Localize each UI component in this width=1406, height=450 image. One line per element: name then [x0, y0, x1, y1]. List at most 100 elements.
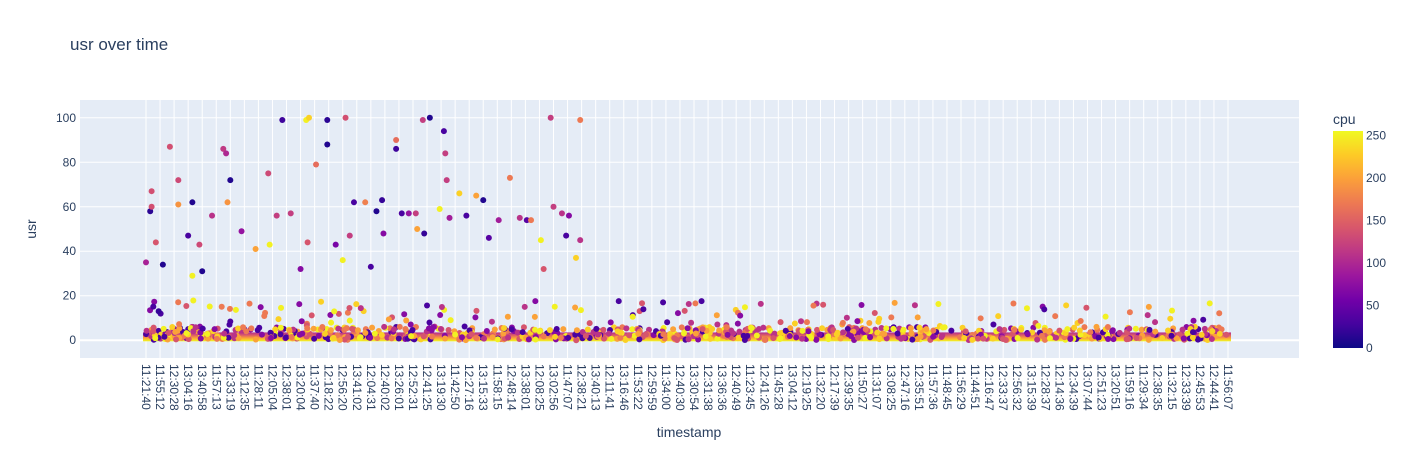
- dense-point: [173, 336, 180, 343]
- scatter-point[interactable]: [412, 210, 419, 217]
- scatter-point[interactable]: [480, 197, 487, 204]
- scatter-point[interactable]: [442, 150, 449, 157]
- scatter-point[interactable]: [443, 177, 450, 184]
- dense-point: [760, 324, 767, 331]
- dense-point: [858, 302, 865, 309]
- scatter-point[interactable]: [346, 232, 353, 239]
- x-tick-label: 11:44:51: [968, 364, 982, 410]
- scatter-point[interactable]: [537, 237, 544, 244]
- scatter-point[interactable]: [339, 257, 346, 264]
- scatter-point[interactable]: [523, 217, 530, 224]
- scatter-point[interactable]: [189, 272, 196, 279]
- scatter-point[interactable]: [155, 308, 162, 315]
- scatter-point[interactable]: [185, 232, 192, 239]
- scatter-point[interactable]: [227, 177, 234, 184]
- scatter-point[interactable]: [550, 203, 557, 210]
- scatter-point[interactable]: [266, 241, 273, 248]
- scatter-point[interactable]: [224, 199, 231, 206]
- scatter-point[interactable]: [148, 203, 155, 210]
- scatter-point[interactable]: [563, 232, 570, 239]
- scatter-point[interactable]: [313, 161, 320, 168]
- dense-point: [391, 326, 398, 333]
- scatter-point[interactable]: [189, 199, 196, 206]
- scatter-point[interactable]: [440, 128, 447, 135]
- scatter-point[interactable]: [419, 117, 426, 124]
- dense-point: [344, 309, 351, 316]
- scatter-point[interactable]: [405, 210, 412, 217]
- scatter-point[interactable]: [572, 254, 579, 261]
- scatter-point[interactable]: [373, 208, 380, 215]
- dense-point: [494, 336, 501, 343]
- scatter-point[interactable]: [380, 230, 387, 237]
- scatter-point[interactable]: [159, 261, 166, 268]
- scatter-points[interactable]: [143, 114, 584, 315]
- dense-point: [577, 307, 584, 314]
- dense-point: [961, 334, 968, 341]
- scatter-point[interactable]: [436, 205, 443, 212]
- scatter-point[interactable]: [209, 212, 216, 219]
- scatter-point[interactable]: [421, 230, 428, 237]
- scatter-point[interactable]: [199, 268, 206, 275]
- scatter-point[interactable]: [342, 114, 349, 121]
- dense-point: [143, 327, 150, 334]
- scatter-point[interactable]: [426, 114, 433, 121]
- scatter-point[interactable]: [506, 174, 513, 181]
- scatter-point[interactable]: [220, 145, 227, 152]
- scatter-point[interactable]: [152, 239, 159, 246]
- scatter-point[interactable]: [279, 117, 286, 124]
- x-tick-label: 13:15:33: [476, 364, 490, 411]
- scatter-point[interactable]: [577, 237, 584, 244]
- dense-point: [183, 303, 190, 310]
- scatter-point[interactable]: [306, 114, 313, 121]
- scatter-point[interactable]: [577, 117, 584, 124]
- scatter-point[interactable]: [166, 143, 173, 150]
- scatter-point[interactable]: [324, 141, 331, 148]
- scatter-point[interactable]: [143, 259, 149, 266]
- scatter-point[interactable]: [393, 137, 400, 144]
- scatter-point[interactable]: [238, 228, 245, 235]
- x-tick-label: 13:40:13: [589, 364, 603, 411]
- scatter-point[interactable]: [558, 210, 565, 217]
- scatter-point[interactable]: [393, 145, 400, 152]
- scatter-point[interactable]: [528, 217, 535, 224]
- scatter-point[interactable]: [565, 212, 572, 219]
- dense-point: [458, 334, 465, 341]
- scatter-point[interactable]: [414, 226, 421, 232]
- scatter-point[interactable]: [446, 214, 453, 221]
- dense-point: [1152, 319, 1159, 326]
- dense-point: [680, 330, 687, 337]
- scatter-point[interactable]: [350, 199, 357, 206]
- dense-point: [491, 326, 498, 333]
- scatter-point[interactable]: [175, 177, 182, 184]
- scatter-point[interactable]: [473, 192, 480, 199]
- scatter-point[interactable]: [540, 266, 547, 273]
- dense-point: [311, 335, 318, 342]
- scatter-point[interactable]: [547, 114, 554, 121]
- scatter-point[interactable]: [324, 117, 331, 124]
- dense-point: [671, 335, 678, 342]
- scatter-point[interactable]: [379, 197, 386, 204]
- scatter-point[interactable]: [516, 214, 523, 221]
- scatter-point[interactable]: [367, 263, 374, 270]
- scatter-point[interactable]: [297, 266, 304, 273]
- dense-point: [298, 318, 305, 325]
- scatter-point[interactable]: [287, 210, 294, 217]
- dense-point: [914, 314, 921, 321]
- scatter-point[interactable]: [223, 150, 230, 157]
- scatter-point[interactable]: [148, 188, 155, 195]
- scatter-point[interactable]: [304, 239, 311, 246]
- scatter-point[interactable]: [463, 212, 470, 219]
- scatter-point[interactable]: [175, 201, 182, 208]
- scatter-point[interactable]: [362, 199, 369, 206]
- scatter-point[interactable]: [252, 246, 259, 253]
- scatter-point[interactable]: [398, 210, 405, 217]
- dense-point: [246, 300, 253, 307]
- scatter-point[interactable]: [456, 190, 463, 197]
- x-tick-label: 13:41:02: [350, 364, 364, 411]
- scatter-point[interactable]: [273, 212, 280, 219]
- scatter-point[interactable]: [332, 241, 339, 248]
- scatter-point[interactable]: [485, 234, 492, 241]
- scatter-point[interactable]: [265, 170, 272, 177]
- scatter-point[interactable]: [495, 217, 502, 224]
- scatter-point[interactable]: [196, 241, 203, 248]
